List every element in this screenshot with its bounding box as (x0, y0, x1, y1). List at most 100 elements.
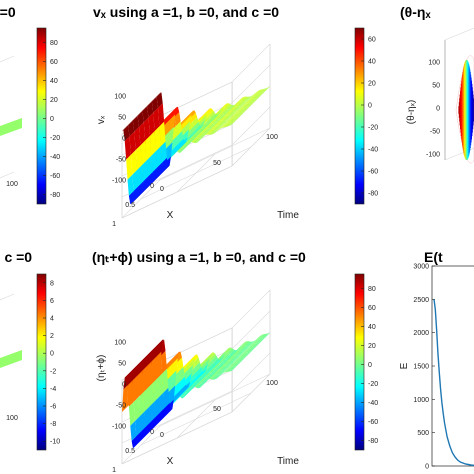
p2-surface-patch (217, 114, 224, 120)
p2-surface-patch (241, 100, 248, 106)
p5-surface-patch (141, 426, 148, 439)
p2-surface-patch (187, 138, 194, 144)
p2-surface-patch (177, 130, 184, 144)
p5-surface-patch (235, 361, 242, 367)
p5-surface-patch (219, 370, 226, 377)
p2-surface-patch (147, 171, 154, 186)
p5-surface-patch (222, 365, 229, 371)
p5-surface-patch (218, 358, 225, 364)
p5-surface-patch (145, 421, 152, 435)
p2-surface-patch (234, 107, 241, 114)
p2-surface-patch (224, 109, 231, 115)
p5-timetick: 0 (160, 432, 164, 439)
p5-surface-patch (255, 334, 262, 341)
p2-surface-patch (225, 117, 232, 124)
p2-surface-patch (196, 132, 203, 139)
p2-surface-patch (134, 126, 141, 150)
p2-surface-patch (207, 123, 214, 129)
p2-surface-patch (249, 100, 256, 107)
p2-ztick: 0 (122, 136, 126, 143)
p5-surface-patch (207, 373, 214, 379)
p2-surface-patch (257, 89, 264, 95)
p5-surface-patch (163, 387, 170, 408)
p2-surface-patch (128, 190, 135, 205)
p3-ztick: -100 (426, 152, 440, 159)
p2-surface-patch (130, 149, 137, 175)
p5-surface-patch (168, 356, 175, 368)
p5-surface-patch (211, 369, 218, 375)
p2-surface-patch (147, 101, 154, 118)
p2-surface-patch (245, 97, 252, 103)
p2-surface-patch (128, 120, 135, 137)
p2-surface-patch (241, 96, 248, 102)
p2-surface-patch (234, 115, 241, 122)
p2-surface-patch (137, 165, 144, 187)
p2-surface-patch (227, 110, 234, 116)
p2-surface-patch (238, 108, 245, 114)
p2-surface-patch (239, 102, 246, 109)
p2-surface-patch (253, 96, 260, 103)
p2-surface-patch (205, 117, 212, 124)
p2-xgrid (140, 146, 252, 200)
p1-colorbar-tick: -80 (50, 192, 60, 199)
p2-surface-patch (245, 102, 252, 108)
p5-surface-patch (175, 395, 182, 401)
p5-surface-patch (198, 372, 205, 379)
p5-surface-patch (224, 354, 231, 360)
p2-surface-patch (244, 98, 251, 105)
p2-xgrid (159, 127, 271, 181)
p2-surface-patch (221, 112, 228, 119)
p5-surface-patch (151, 344, 158, 362)
panel3-title: (θ-ηₓ (400, 4, 431, 20)
p4-colorbar-tick: -10 (50, 439, 60, 446)
p5-surface-patch (137, 358, 144, 376)
p5-surface-patch (244, 341, 251, 347)
p2-surface-patch (202, 123, 209, 130)
p2-surface-patch (208, 111, 215, 118)
p2-surface-patch (167, 126, 174, 148)
p5-surface-patch (227, 366, 234, 372)
panel5-title: (ηₜ+ϕ) using a =1, b =0, and c =0 (92, 249, 306, 265)
p2-surface-patch (235, 98, 242, 105)
p2-surface-patch (193, 121, 200, 131)
p2-surface-patch (248, 101, 255, 107)
p5-surface-patch (250, 343, 257, 349)
p5-surface-patch (256, 338, 263, 344)
p5-surface-patch (180, 376, 187, 390)
p5-surface-patch (249, 340, 256, 347)
p2-surface-patch (231, 106, 238, 111)
p5-colorbar-tick: -20 (368, 381, 378, 388)
p3-ztick: 50 (432, 83, 440, 90)
p2-surface-patch (139, 122, 146, 146)
p5-surface-patch (196, 378, 203, 385)
p2-surface-patch (172, 135, 179, 149)
p2-surface-patch (231, 109, 238, 116)
p5-surface-patch (211, 364, 218, 370)
p2-surface-patch (143, 176, 150, 190)
p2-surface-patch (181, 141, 188, 148)
p2-surface-patch (204, 128, 211, 134)
p5-surface-patch (222, 352, 229, 359)
p4-surface-patch (0, 350, 22, 368)
p5-surface-patch (150, 417, 157, 430)
p1-colorbar-tick: -60 (50, 173, 60, 180)
p5-ztick: 100 (114, 340, 126, 347)
p5-surface-patch (210, 368, 217, 375)
p2-ztick: 50 (118, 115, 126, 122)
p5-surface-patch (149, 401, 156, 422)
p2-surface-patch (263, 86, 270, 92)
p2-surface-patch (216, 120, 223, 126)
p5-surface-patch (131, 375, 138, 403)
p2-surface-patch (141, 160, 148, 182)
p2-surface-patch (210, 113, 217, 120)
p5-xgrid (121, 411, 233, 465)
p2-colorbar (354, 27, 365, 205)
p2-surface-patch (229, 112, 236, 119)
p5-tlabel: Time (277, 456, 299, 467)
p3-ztick: 100 (428, 60, 440, 67)
p2-surface-patch (229, 114, 236, 120)
p5-surface-patch (232, 362, 239, 368)
p2-surface-patch (178, 138, 185, 148)
p2-surface-patch (210, 123, 217, 129)
